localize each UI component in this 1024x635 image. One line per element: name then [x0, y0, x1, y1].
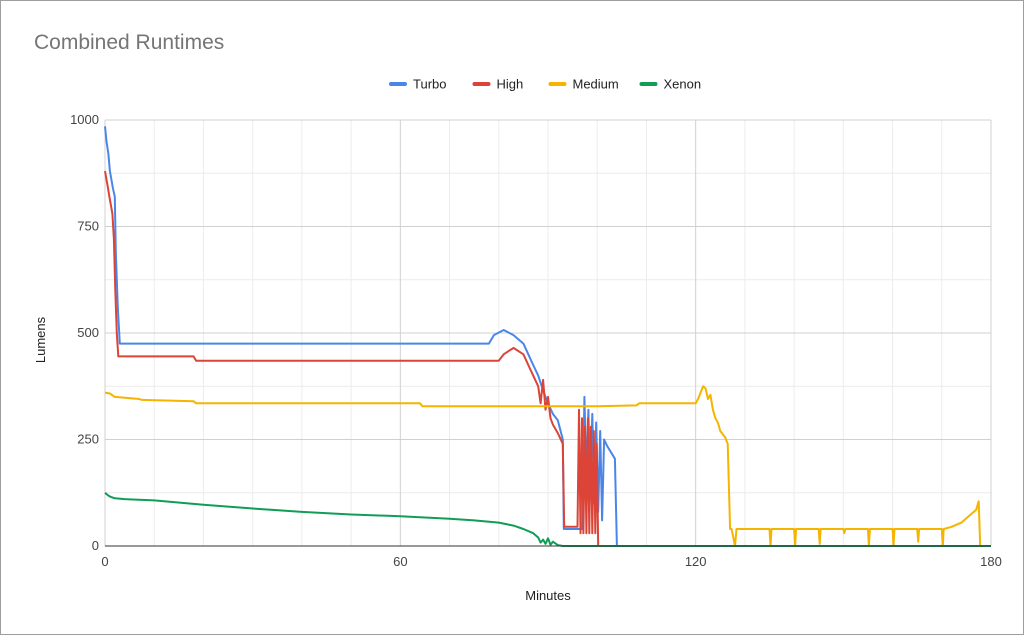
legend-item-medium: Medium [548, 77, 619, 92]
y-axis-label: Lumens [33, 316, 48, 363]
legend-label: Turbo [413, 77, 446, 92]
x-axis-label: Minutes [525, 588, 571, 603]
y-tick-label: 0 [92, 538, 99, 553]
legend: Turbo High Medium Xenon [389, 77, 702, 92]
axes: 0 60 120 180 0 250 500 750 1000 [70, 112, 1002, 569]
legend-item-turbo: Turbo [389, 77, 446, 92]
legend-label: High [497, 77, 524, 92]
legend-item-high: High [472, 77, 524, 92]
series-line-turbo [104, 126, 991, 547]
x-tick-label: 0 [101, 554, 108, 569]
y-tick-label: 1000 [70, 112, 99, 127]
series-line-high [104, 170, 991, 547]
gridlines [104, 119, 992, 547]
x-tick-label: 120 [685, 554, 707, 569]
x-tick-label: 180 [980, 554, 1002, 569]
legend-label: Xenon [664, 77, 702, 92]
y-tick-label: 250 [77, 432, 99, 447]
chart-title: Combined Runtimes [34, 31, 225, 54]
series-line-xenon [104, 492, 991, 547]
y-tick-label: 750 [77, 219, 99, 234]
y-tick-label: 500 [77, 325, 99, 340]
x-tick-label: 60 [393, 554, 407, 569]
legend-item-xenon: Xenon [639, 77, 702, 92]
legend-label: Medium [573, 77, 619, 92]
